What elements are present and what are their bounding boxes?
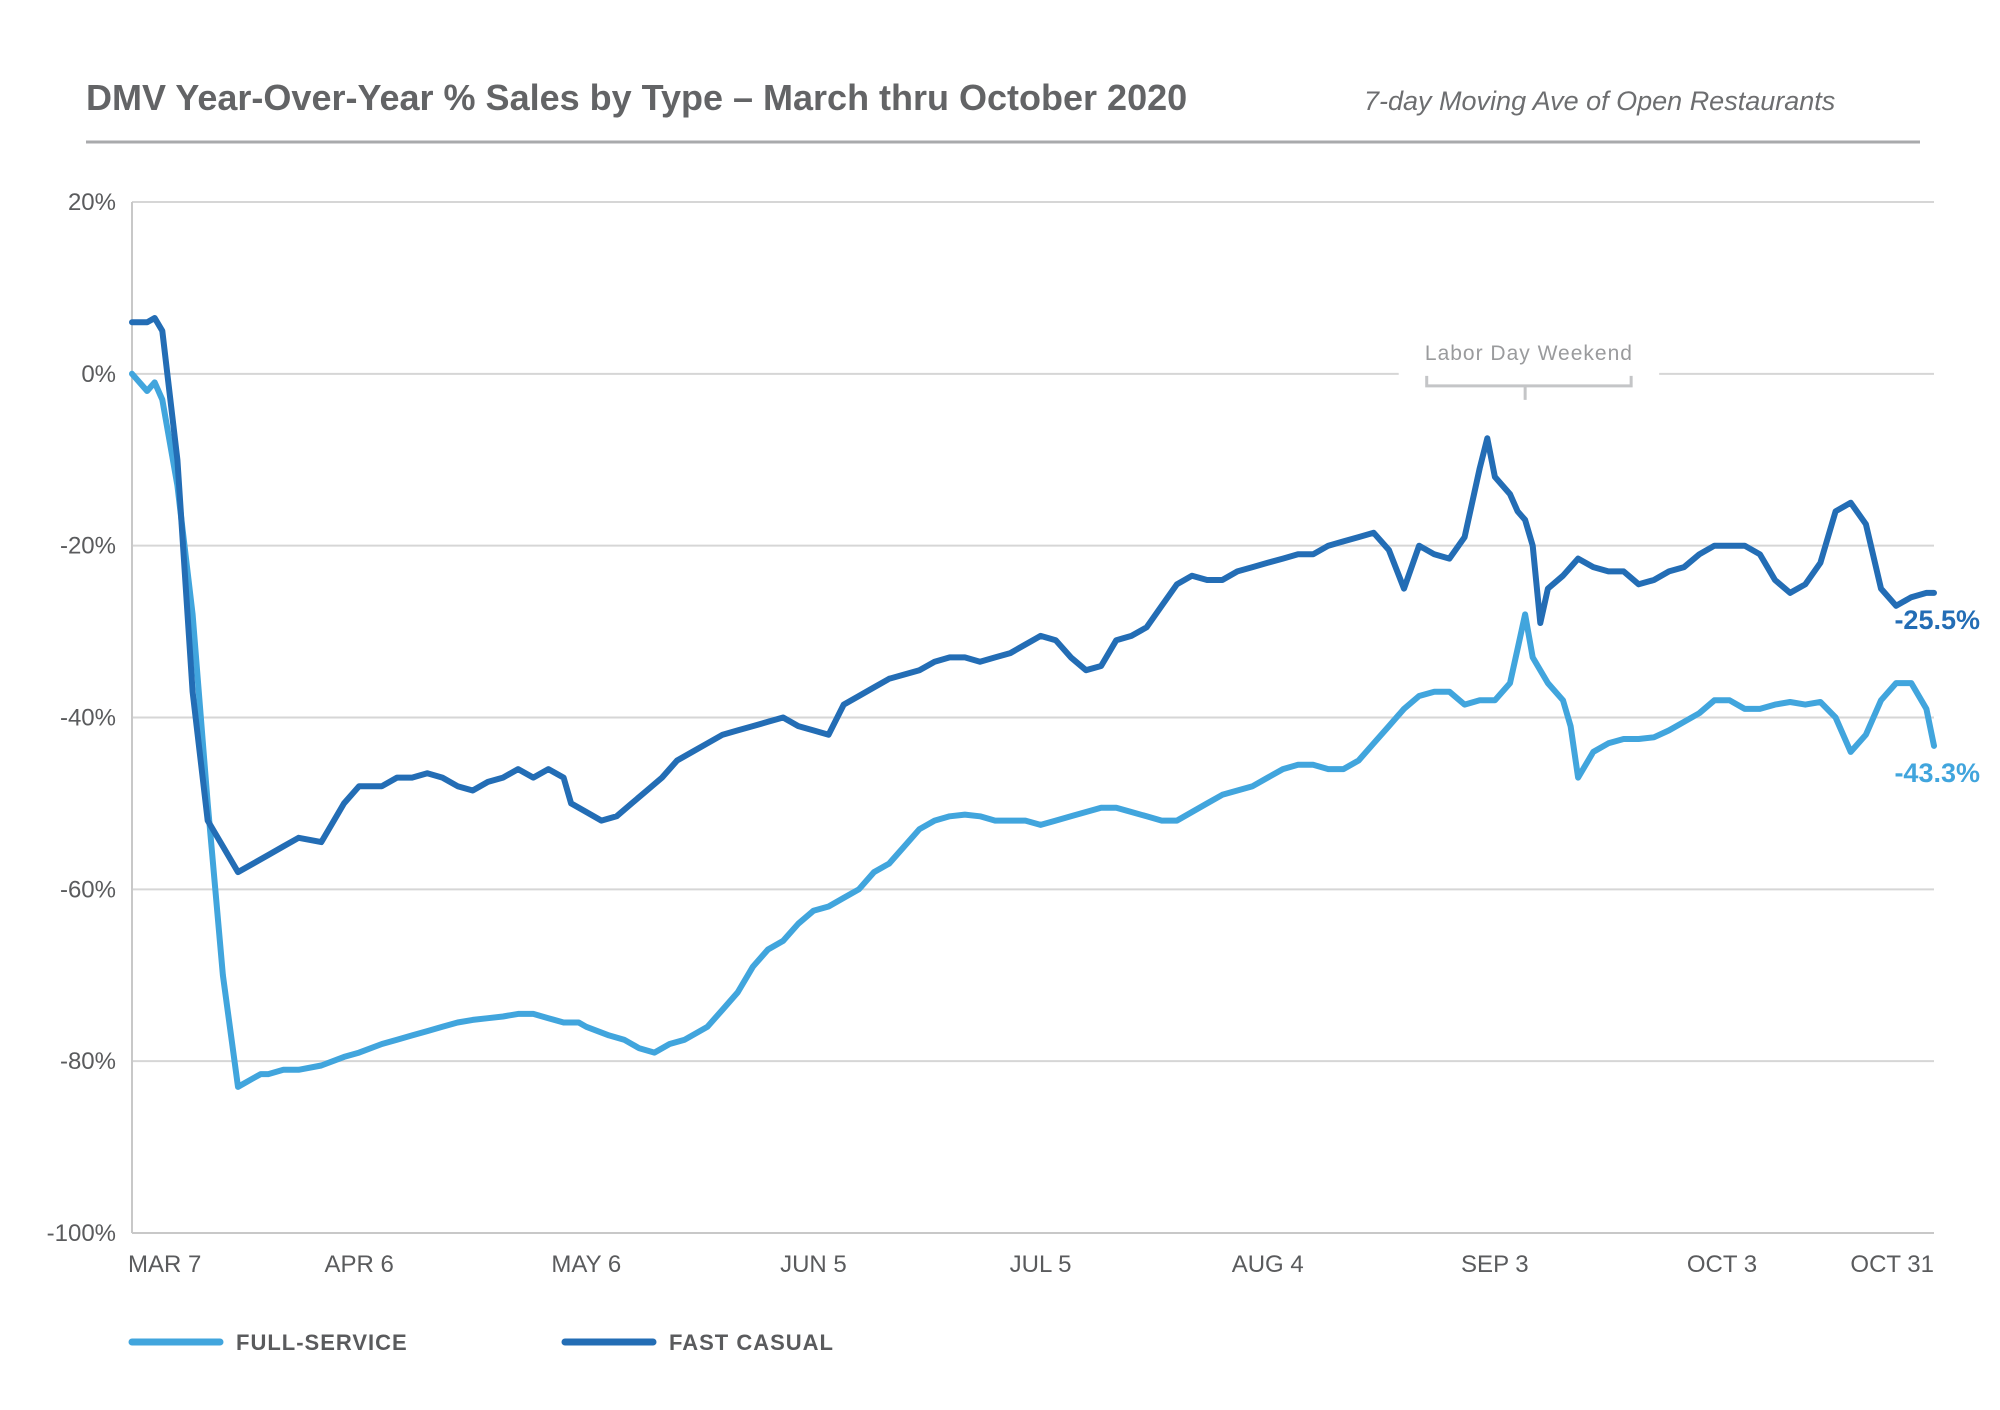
- x-tick-label: JUL 5: [1010, 1251, 1072, 1278]
- x-tick-label: JUN 5: [780, 1251, 847, 1278]
- series-lines: [129, 315, 1937, 1090]
- x-tick-label: AUG 4: [1232, 1251, 1304, 1278]
- legend-label-full-service: FULL-SERVICE: [236, 1330, 408, 1355]
- series-end-labels: -43.3% -25.5%: [1894, 605, 1980, 788]
- end-label-full-service: -43.3%: [1894, 758, 1980, 788]
- legend-label-fast-casual: FAST CASUAL: [669, 1330, 834, 1355]
- x-axis-tick-labels: MAR 7 APR 6 MAY 6 JUN 5 JUL 5 AUG 4 SEP 3 OCT 3…: [128, 1251, 1934, 1278]
- x-tick-label: MAR 7: [128, 1251, 201, 1278]
- legend: FULL-SERVICE FAST CASUAL: [128, 1330, 834, 1355]
- chart-title: DMV Year-Over-Year % Sales by Type – Mar…: [86, 77, 1187, 118]
- labor-day-annotation: Labor Day Weekend: [1398, 342, 1660, 400]
- y-tick-label: 0%: [81, 361, 116, 388]
- x-tick-label: OCT 31: [1850, 1251, 1934, 1278]
- x-tick-label: MAY 6: [551, 1251, 621, 1278]
- annotation-bracket: [1425, 375, 1633, 400]
- y-tick-label: -40%: [60, 705, 116, 732]
- series-line-fast-casual: [129, 315, 1937, 876]
- end-label-fast-casual: -25.5%: [1894, 605, 1980, 635]
- gridlines: [132, 201, 1934, 1234]
- y-tick-label: -100%: [47, 1220, 116, 1247]
- y-tick-label: -20%: [60, 533, 116, 560]
- annotation-label: Labor Day Weekend: [1425, 342, 1633, 365]
- y-tick-label: -60%: [60, 876, 116, 903]
- y-axis-tick-labels: 20% 0% -20% -40% -60% -80% -100%: [47, 189, 116, 1247]
- y-tick-label: -80%: [60, 1048, 116, 1075]
- chart-subtitle: 7-day Moving Ave of Open Restaurants: [1364, 86, 1835, 116]
- series-line-full-service: [129, 370, 1937, 1090]
- x-tick-label: APR 6: [324, 1251, 393, 1278]
- y-tick-label: 20%: [68, 189, 116, 216]
- annotation-background: [1398, 365, 1660, 382]
- x-tick-label: OCT 3: [1687, 1251, 1757, 1278]
- x-tick-label: SEP 3: [1461, 1251, 1529, 1278]
